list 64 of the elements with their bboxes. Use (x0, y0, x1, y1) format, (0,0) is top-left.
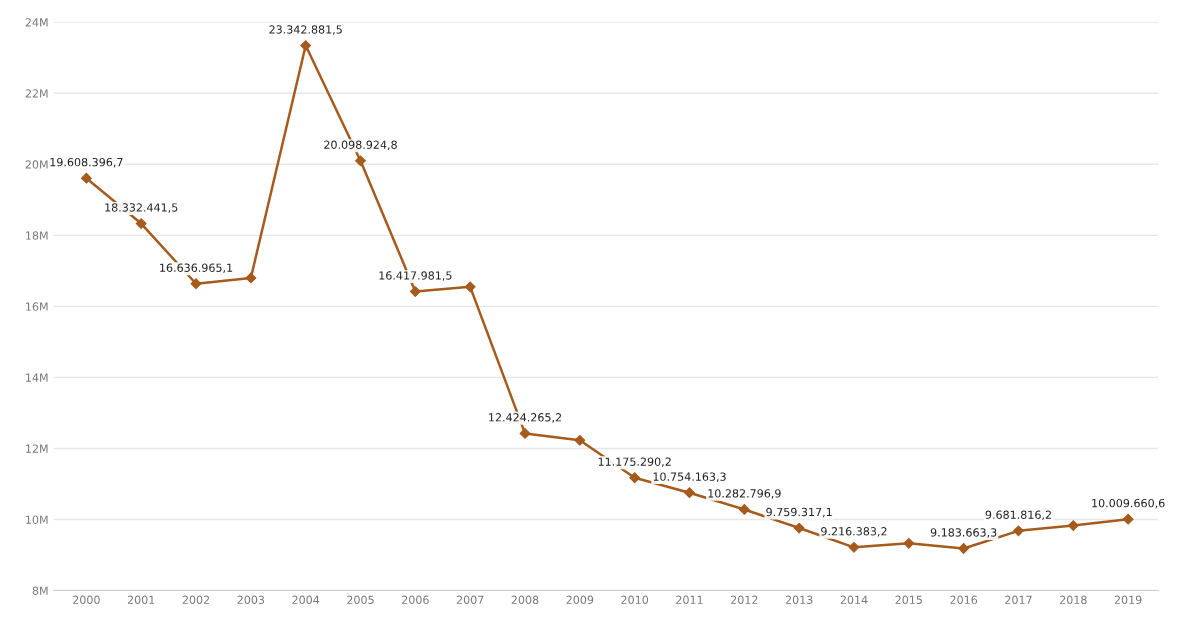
data-label: 10.282.796,9 (708, 489, 781, 499)
y-tick-label: 8M (32, 586, 48, 595)
point (80, 172, 92, 184)
x-tick-label: 2015 (895, 595, 922, 605)
y-tick-label: 10M (26, 515, 48, 524)
point (684, 487, 695, 499)
point (1013, 525, 1024, 537)
x-tick-label: 2003 (237, 595, 265, 605)
point (793, 522, 805, 534)
x-tick-label: 2011 (676, 595, 703, 605)
x-tick-label: 2008 (511, 595, 539, 605)
point (300, 40, 312, 51)
x-tick-label: 2007 (456, 595, 484, 605)
point (519, 427, 531, 439)
data-label: 20.098.924,8 (324, 140, 397, 151)
y-tick-label: 20M (25, 160, 48, 169)
data-label: 12.424.265,2 (489, 413, 561, 423)
x-tick-label: 2002 (182, 595, 210, 605)
data-label: 9.183.663,3 (930, 528, 997, 538)
x-tick-label: 2017 (1005, 595, 1032, 605)
x-tick-label: 2014 (840, 595, 868, 605)
point (464, 281, 476, 293)
x-tick-label: 2012 (731, 595, 758, 605)
x-tick-label: 2005 (347, 595, 374, 605)
data-label: 9.216.383,2 (821, 527, 887, 537)
x-tick-label: 2019 (1114, 595, 1142, 605)
y-tick-label: 18M (26, 231, 48, 240)
data-label: 23.342.881,5 (269, 25, 342, 35)
data-label: 10.754.163,3 (653, 472, 726, 482)
y-tick-label: 24M (25, 18, 48, 27)
x-tick-label: 2018 (1059, 595, 1087, 605)
x-tick-label: 2010 (621, 595, 649, 605)
point (629, 472, 641, 484)
point (1122, 513, 1134, 525)
point (409, 286, 421, 297)
point (958, 543, 970, 554)
data-label: 9.681.816,2 (985, 510, 1051, 521)
point (355, 155, 366, 167)
point (574, 434, 586, 446)
data-label: 16.636.965,1 (160, 263, 233, 274)
y-tick-label: 14M (26, 373, 48, 382)
x-tick-label: 2004 (292, 595, 320, 605)
point (135, 218, 147, 229)
x-tick-label: 2009 (566, 595, 594, 605)
data-label: 19.608.396,7 (50, 157, 123, 168)
x-tick-label: 2000 (73, 595, 100, 605)
point (848, 541, 860, 553)
x-tick-label: 2016 (950, 595, 978, 605)
point (738, 504, 750, 515)
y-tick-label: 12M (26, 444, 48, 453)
data-label: 10.009.660,6 (1092, 498, 1165, 509)
point (190, 278, 202, 290)
point (903, 537, 915, 549)
x-tick-label: 2006 (402, 595, 429, 605)
point (1067, 520, 1079, 531)
data-label: 16.417.981,5 (379, 271, 452, 281)
data-label: 11.175.290,2 (598, 457, 671, 468)
data-label: 9.759.317,1 (766, 507, 832, 518)
y-tick-label: 16M (26, 302, 48, 311)
x-tick-label: 2001 (127, 595, 155, 605)
data-label: 18.332.441,5 (105, 203, 178, 213)
point (245, 272, 257, 284)
y-tick-label: 22M (25, 89, 48, 98)
x-tick-label: 2013 (785, 595, 813, 605)
